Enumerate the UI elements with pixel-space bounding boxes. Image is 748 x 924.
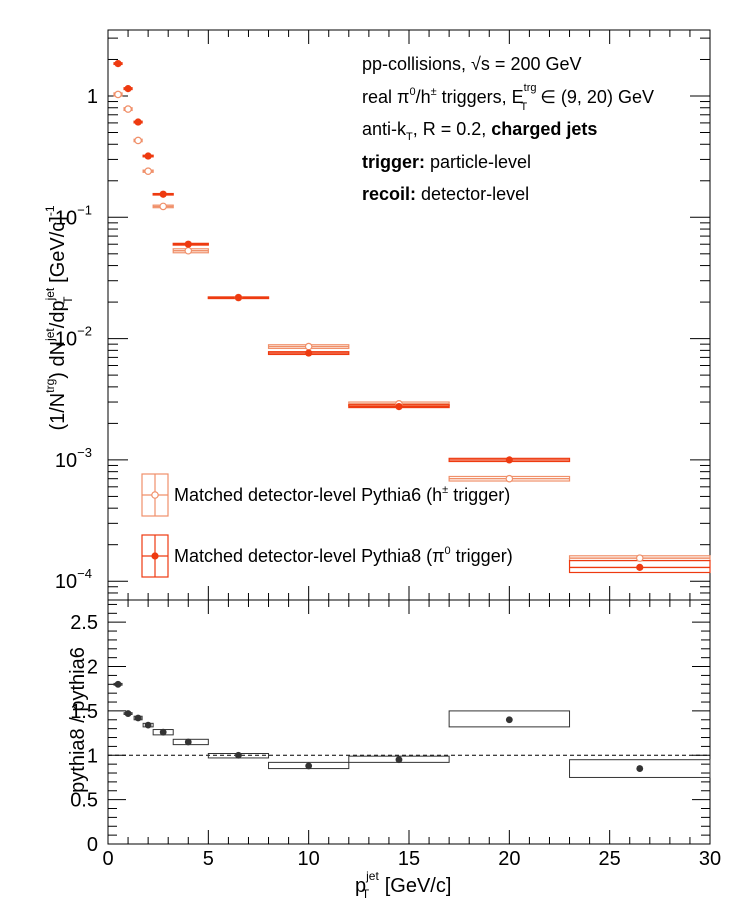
ratio-data-point (636, 765, 644, 772)
ratio-y-tick-label: 0.5 (70, 790, 98, 812)
data-point-pythia8 (184, 240, 192, 248)
ratio-data-point (395, 756, 403, 764)
data-point-pythia8 (505, 456, 513, 464)
annotation-collisions: pp-collisions, √s = 200 GeV (362, 54, 582, 74)
ratio-data-point (124, 710, 132, 717)
annotation-block: pp-collisions, √s = 200 GeV real π0/h± t… (362, 54, 654, 204)
x-tick-label: 15 (398, 848, 420, 870)
top-data-marks (113, 59, 711, 574)
annotation-triggers: real π0/h± triggers, Etrg T ∈ (9, 20) GeV (362, 82, 654, 113)
x-tick-label: 5 (203, 848, 214, 870)
data-point-pythia6 (144, 167, 152, 175)
data-point-pythia8 (124, 85, 132, 93)
x-tick-label: 25 (599, 848, 621, 870)
top-y-tick-label: 10−1 (55, 202, 92, 229)
ratio-y-tick-label: 2 (87, 657, 98, 679)
data-point-pythia8 (134, 118, 142, 126)
x-tick-label: 30 (699, 848, 721, 870)
top-y-tick-label: 1 (87, 86, 98, 108)
ratio-y-tick-label: 1 (87, 745, 98, 767)
ratio-y-tick-label: 2.5 (70, 612, 98, 634)
ratio-y-axis-label: pythia8 / pythia6 (67, 647, 89, 793)
data-point-pythia6 (134, 136, 142, 145)
annotation-recoil-level: recoil: detector-level (362, 184, 529, 204)
top-axis-ticks: 10−4 10−3 10−2 10−1 1 (55, 30, 711, 601)
data-point-pythia6 (159, 202, 167, 211)
top-y-axis-label: (1/Ntrg) dNjet/dpjet T [GeV/c]-1 (43, 205, 75, 430)
x-axis-label: pjet T [GeV/c] (355, 869, 451, 901)
data-point-pythia8 (305, 349, 313, 357)
data-point-pythia8 (159, 190, 167, 198)
data-point-pythia8 (395, 403, 403, 411)
ratio-data-point (305, 762, 313, 770)
ratio-data-point (184, 738, 192, 746)
ratio-syst-box (569, 759, 711, 778)
ratio-data-point (235, 751, 242, 759)
x-tick-label: 10 (298, 848, 320, 870)
data-point-pythia8 (636, 563, 644, 571)
ratio-plot-frame (107, 599, 711, 845)
data-point-pythia6 (505, 474, 514, 483)
legend-marker-pythia8 (151, 552, 159, 560)
data-point-pythia6 (635, 554, 644, 562)
ratio-data-marks (108, 680, 711, 778)
ratio-data-point (505, 716, 513, 724)
legend: Matched detector-level Pythia6 (h± trigg… (141, 473, 513, 578)
legend-label-pythia6: Matched detector-level Pythia6 (h± trigg… (174, 484, 510, 505)
legend-marker-pythia6 (151, 491, 159, 499)
ratio-y-tick-label: 1.5 (70, 701, 98, 723)
ratio-data-point (144, 721, 152, 729)
data-point-pythia6 (184, 246, 193, 255)
data-point-pythia6 (304, 342, 313, 351)
data-point-pythia8 (114, 59, 122, 68)
annotation-jets: anti-kT, R = 0.2, charged jets (362, 119, 597, 143)
x-tick-label: 0 (102, 848, 113, 870)
top-plot-frame (107, 29, 711, 601)
ratio-axis-ticks: 0 0.5 1 1.5 2 2.5 0 5 10 15 20 25 30 (70, 600, 721, 870)
legend-entry-pythia6: Matched detector-level Pythia6 (h± trigg… (141, 473, 510, 517)
legend-entry-pythia8: Matched detector-level Pythia8 (π0 trigg… (141, 534, 513, 578)
ratio-data-point (134, 714, 142, 722)
data-point-pythia6 (124, 105, 132, 113)
data-point-pythia8 (144, 152, 152, 160)
ratio-data-point (159, 728, 167, 736)
top-y-tick-label: 10−3 (55, 445, 92, 472)
data-point-pythia8 (234, 293, 243, 302)
top-y-tick-label: 10−4 (55, 566, 92, 593)
x-tick-label: 20 (498, 848, 520, 870)
top-y-tick-label: 10−2 (55, 324, 92, 351)
legend-label-pythia8: Matched detector-level Pythia8 (π0 trigg… (174, 545, 513, 566)
annotation-trigger-level: trigger: particle-level (362, 152, 531, 172)
ratio-syst-box (448, 710, 571, 728)
data-point-pythia6 (114, 90, 122, 99)
ratio-syst-box (172, 738, 209, 746)
ratio-y-tick-label: 0 (87, 834, 98, 856)
ratio-data-point (114, 680, 122, 688)
